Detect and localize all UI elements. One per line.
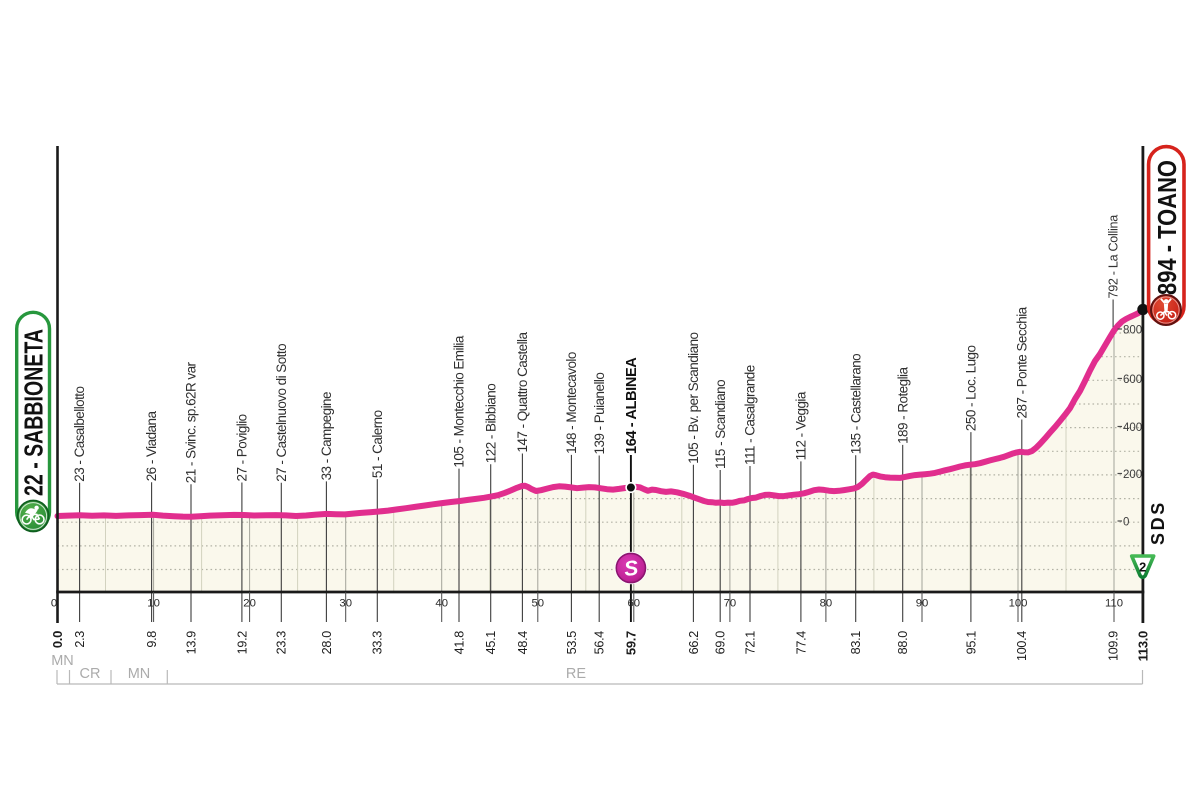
svg-text:MN: MN xyxy=(51,653,74,669)
svg-text:MN: MN xyxy=(128,666,151,682)
svg-text:105 - Montecchio Emilia: 105 - Montecchio Emilia xyxy=(452,335,467,467)
svg-text:2.3: 2.3 xyxy=(73,631,87,648)
svg-text:72.1: 72.1 xyxy=(743,631,757,655)
svg-text:109.9: 109.9 xyxy=(1107,631,1121,661)
svg-text:19.2: 19.2 xyxy=(235,631,249,655)
svg-text:RE: RE xyxy=(566,666,586,682)
svg-text:2: 2 xyxy=(1139,559,1146,574)
svg-text:110: 110 xyxy=(1105,598,1123,610)
svg-text:0.0: 0.0 xyxy=(50,631,65,648)
svg-text:105 - Bv. per Scandiano: 105 - Bv. per Scandiano xyxy=(686,332,701,463)
svg-text:88.0: 88.0 xyxy=(896,631,910,655)
svg-text:70: 70 xyxy=(724,598,737,610)
svg-text:83.1: 83.1 xyxy=(849,631,863,655)
svg-text:800: 800 xyxy=(1123,324,1142,336)
svg-text:894 - TOANO: 894 - TOANO xyxy=(1152,160,1182,295)
svg-text:400: 400 xyxy=(1123,422,1142,434)
svg-text:77.4: 77.4 xyxy=(794,631,808,655)
svg-text:147 - Quattro Castella: 147 - Quattro Castella xyxy=(515,331,530,452)
svg-text:0: 0 xyxy=(1123,516,1129,528)
svg-text:26 - Viadana: 26 - Viadana xyxy=(144,411,159,482)
svg-text:CR: CR xyxy=(80,666,101,682)
svg-text:59.7: 59.7 xyxy=(623,631,638,655)
svg-text:189 - Roteglia: 189 - Roteglia xyxy=(895,367,910,444)
svg-text:80: 80 xyxy=(820,598,833,610)
svg-text:48.4: 48.4 xyxy=(516,631,530,655)
svg-text:33.3: 33.3 xyxy=(371,631,385,655)
svg-text:30: 30 xyxy=(339,598,352,610)
svg-text:27 - Castelnuovo di Sotto: 27 - Castelnuovo di Sotto xyxy=(274,344,289,482)
svg-text:250 - Loc. Lugo: 250 - Loc. Lugo xyxy=(964,345,979,431)
svg-text:20: 20 xyxy=(243,598,256,610)
svg-text:111 - Casalgrande: 111 - Casalgrande xyxy=(743,365,758,465)
svg-text:200: 200 xyxy=(1123,469,1142,481)
svg-text:60: 60 xyxy=(628,598,641,610)
svg-text:792 - La Collina: 792 - La Collina xyxy=(1107,215,1121,299)
svg-text:112 - Veggia: 112 - Veggia xyxy=(794,391,809,460)
svg-text:10: 10 xyxy=(147,598,160,610)
svg-text:100.4: 100.4 xyxy=(1015,631,1029,661)
svg-text:90: 90 xyxy=(916,598,929,610)
svg-text:51 - Calerno: 51 - Calerno xyxy=(370,410,385,478)
svg-text:164 - ALBINEA: 164 - ALBINEA xyxy=(624,357,640,454)
svg-text:33 - Campegine: 33 - Campegine xyxy=(319,392,334,480)
svg-text:69.0: 69.0 xyxy=(714,631,728,655)
svg-text:41.8: 41.8 xyxy=(452,631,466,655)
svg-text:115 - Scandiano: 115 - Scandiano xyxy=(713,380,728,469)
svg-text:23.3: 23.3 xyxy=(275,631,289,655)
svg-text:28.0: 28.0 xyxy=(320,631,334,655)
svg-text:45.1: 45.1 xyxy=(484,631,498,655)
svg-text:122 - Bibbiano: 122 - Bibbiano xyxy=(483,384,498,463)
svg-text:135 - Castellarano: 135 - Castellarano xyxy=(848,354,863,454)
svg-text:56.4: 56.4 xyxy=(593,631,607,655)
svg-text:100: 100 xyxy=(1009,598,1028,610)
svg-text:21 - Svinc. sp.62R var: 21 - Svinc. sp.62R var xyxy=(184,361,199,483)
svg-text:50: 50 xyxy=(532,598,545,610)
svg-text:95.1: 95.1 xyxy=(964,631,978,655)
svg-text:148 - Montecavolo: 148 - Montecavolo xyxy=(564,352,579,454)
svg-text:S: S xyxy=(623,557,639,581)
svg-text:287 - Ponte Secchia: 287 - Ponte Secchia xyxy=(1014,306,1029,418)
svg-text:40: 40 xyxy=(435,598,448,610)
svg-text:66.2: 66.2 xyxy=(687,631,701,655)
svg-text:23 - Casalbellotto: 23 - Casalbellotto xyxy=(72,386,87,481)
svg-text:0: 0 xyxy=(51,598,57,610)
svg-text:113.0: 113.0 xyxy=(1135,631,1150,661)
svg-text:53.5: 53.5 xyxy=(565,631,579,655)
svg-text:139 - Puianello: 139 - Puianello xyxy=(592,373,607,455)
svg-text:SDS: SDS xyxy=(1148,500,1168,545)
svg-text:22 - SABBIONETA: 22 - SABBIONETA xyxy=(19,329,49,496)
svg-text:13.9: 13.9 xyxy=(184,631,198,655)
svg-text:600: 600 xyxy=(1123,374,1142,386)
svg-text:27 - Poviglio: 27 - Poviglio xyxy=(235,414,250,481)
svg-text:9.8: 9.8 xyxy=(145,631,159,648)
